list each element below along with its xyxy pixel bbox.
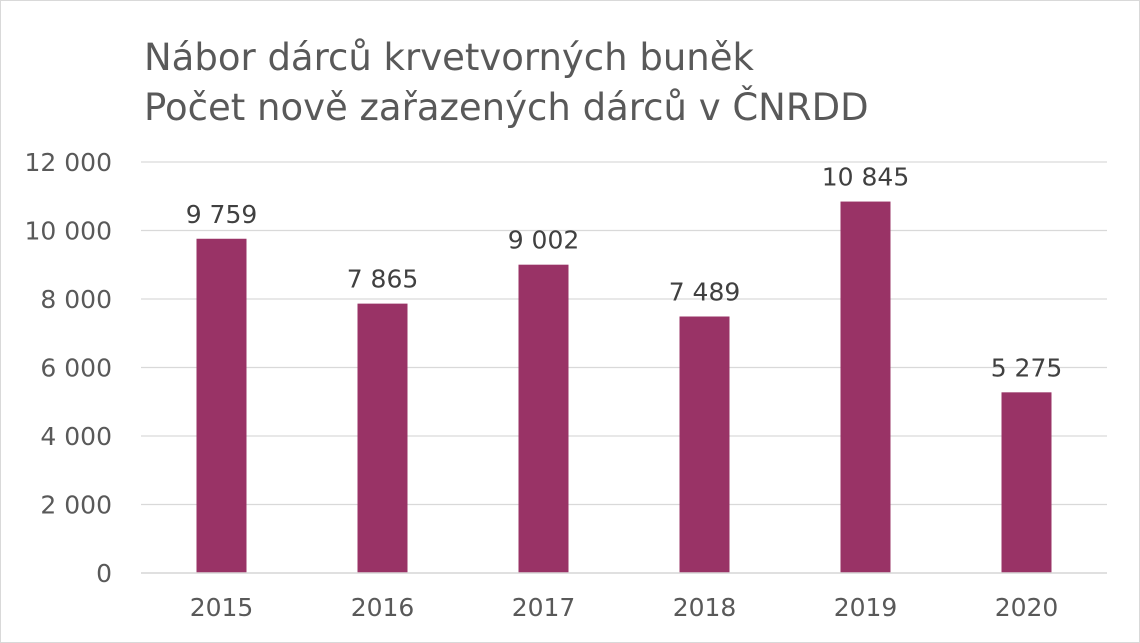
chart-subtitle: Počet nově zařazených dárců v ČNRDD [144, 86, 869, 129]
x-tick-label: 2017 [512, 593, 576, 622]
y-tick-label: 10 000 [25, 217, 112, 246]
data-label: 5 275 [991, 353, 1063, 382]
bar [518, 264, 569, 573]
data-label: 7 865 [347, 265, 419, 294]
x-tick-label: 2016 [351, 593, 415, 622]
x-tick-label: 2015 [190, 593, 254, 622]
y-tick-label: 8 000 [40, 285, 112, 314]
data-label: 9 759 [186, 200, 258, 229]
y-tick-label: 0 [96, 559, 112, 588]
data-label: 10 845 [822, 163, 909, 192]
data-label: 9 002 [508, 226, 580, 255]
x-tick-label: 2018 [673, 593, 737, 622]
x-tick-label: 2020 [995, 593, 1059, 622]
chart-title: Nábor dárců krvetvorných buněk [144, 36, 754, 79]
y-tick-label: 6 000 [40, 354, 112, 383]
data-label: 7 489 [669, 278, 741, 307]
bar [840, 201, 891, 573]
y-tick-label: 4 000 [40, 422, 112, 451]
y-tick-label: 12 000 [25, 148, 112, 177]
bar [1001, 392, 1052, 573]
bar [196, 238, 247, 573]
y-tick-label: 2 000 [40, 491, 112, 520]
x-tick-label: 2019 [834, 593, 898, 622]
bar [357, 303, 408, 573]
bar [679, 316, 730, 573]
